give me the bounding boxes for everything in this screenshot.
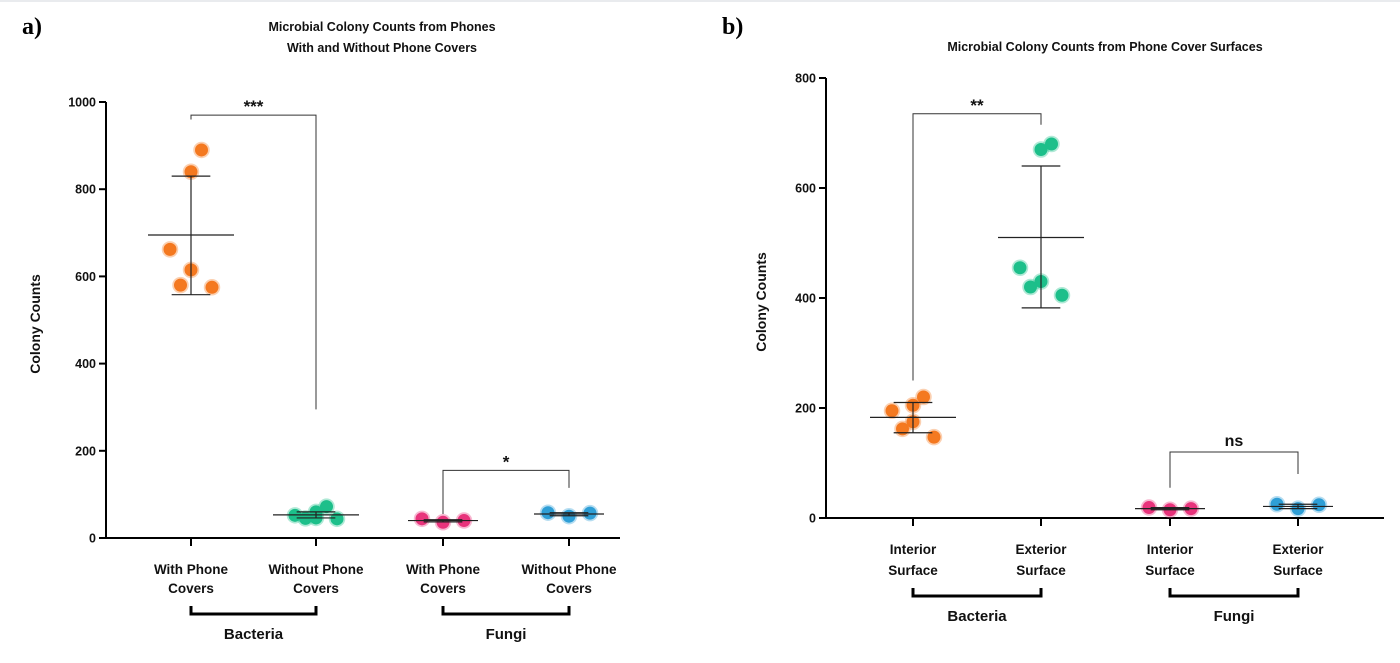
data-point [1053,287,1071,304]
y-axis-label: Colony Counts [753,252,769,352]
data-point [915,388,932,406]
x-category-label: Surface [888,563,938,578]
x-category-label: Surface [1016,563,1066,578]
significance-label: ** [970,96,984,115]
group-label: Bacteria [224,626,284,643]
category-1 [273,498,359,528]
group-bracket [441,606,571,616]
chart-title: Microbial Colony Counts from Phones [268,20,495,34]
y-tick-label: 200 [75,444,96,458]
y-tick-label: 200 [795,402,816,416]
x-category-label: Surface [1145,563,1195,578]
data-point [894,420,911,438]
data-point [203,279,221,296]
x-category-label: With Phone [406,562,481,577]
group-label: Fungi [1214,608,1255,625]
group-label: Fungi [486,626,527,643]
data-point [413,510,431,528]
data-point [1011,259,1029,276]
x-category-label: Interior [890,542,937,557]
chart-panel-a: a) Microbial Colony Counts from Phones Wit… [22,14,620,643]
significance-bracket [442,469,570,515]
x-category-label: Exterior [1272,542,1324,557]
top-border [0,0,1400,2]
data-point [1043,135,1060,153]
significance-bracket [190,114,317,410]
x-category-label: Covers [546,581,592,596]
x-category-label: With Phone [154,562,229,577]
y-tick-label: 600 [795,182,816,196]
significance-bracket [912,113,1042,381]
data-point [172,276,189,294]
y-tick-label: 0 [809,512,816,526]
y-tick-label: 800 [75,183,96,197]
data-point [1032,141,1050,158]
panel-label: a) [22,14,42,40]
category-0 [148,141,234,296]
category-1 [998,135,1084,309]
data-point [328,510,346,528]
group-bracket [189,606,318,616]
significance-label: * [503,452,510,471]
category-0 [870,388,956,446]
y-axis-label: Colony Counts [27,274,43,374]
x-category-label: Interior [1147,542,1194,557]
y-tick-label: 800 [795,72,816,86]
category-2 [408,510,478,531]
x-category-label: Without Phone [268,562,364,577]
category-3 [1263,496,1333,517]
y-tick-label: 600 [75,270,96,284]
data-point [925,428,943,446]
significance-bracket [1169,451,1299,488]
group-bracket [1168,588,1300,598]
chart-title: With and Without Phone Covers [287,41,477,55]
category-3 [534,504,604,525]
x-category-label: Covers [168,581,214,596]
significance-label: ns [1225,433,1244,450]
y-tick-label: 0 [89,532,96,546]
y-tick-label: 400 [795,292,816,306]
data-point [193,141,210,159]
group-label: Bacteria [947,608,1007,625]
x-category-label: Surface [1273,563,1323,578]
x-category-label: Covers [293,581,339,596]
x-category-label: Exterior [1015,542,1067,557]
data-point [883,402,901,419]
y-tick-label: 1000 [68,96,96,110]
panel-label: b) [722,14,743,40]
y-tick-label: 400 [75,357,96,371]
chart-title: Microbial Colony Counts from Phone Cover… [947,40,1262,54]
x-category-label: Covers [420,581,466,596]
category-2 [1135,499,1205,518]
x-category-label: Without Phone [521,562,617,577]
data-point [161,241,179,258]
group-bracket [911,588,1043,598]
data-point [1022,278,1039,296]
significance-label: *** [244,97,264,116]
chart-panel-b: b) Microbial Colony Counts from Phone Cov… [722,14,1384,625]
data-point [318,498,335,515]
